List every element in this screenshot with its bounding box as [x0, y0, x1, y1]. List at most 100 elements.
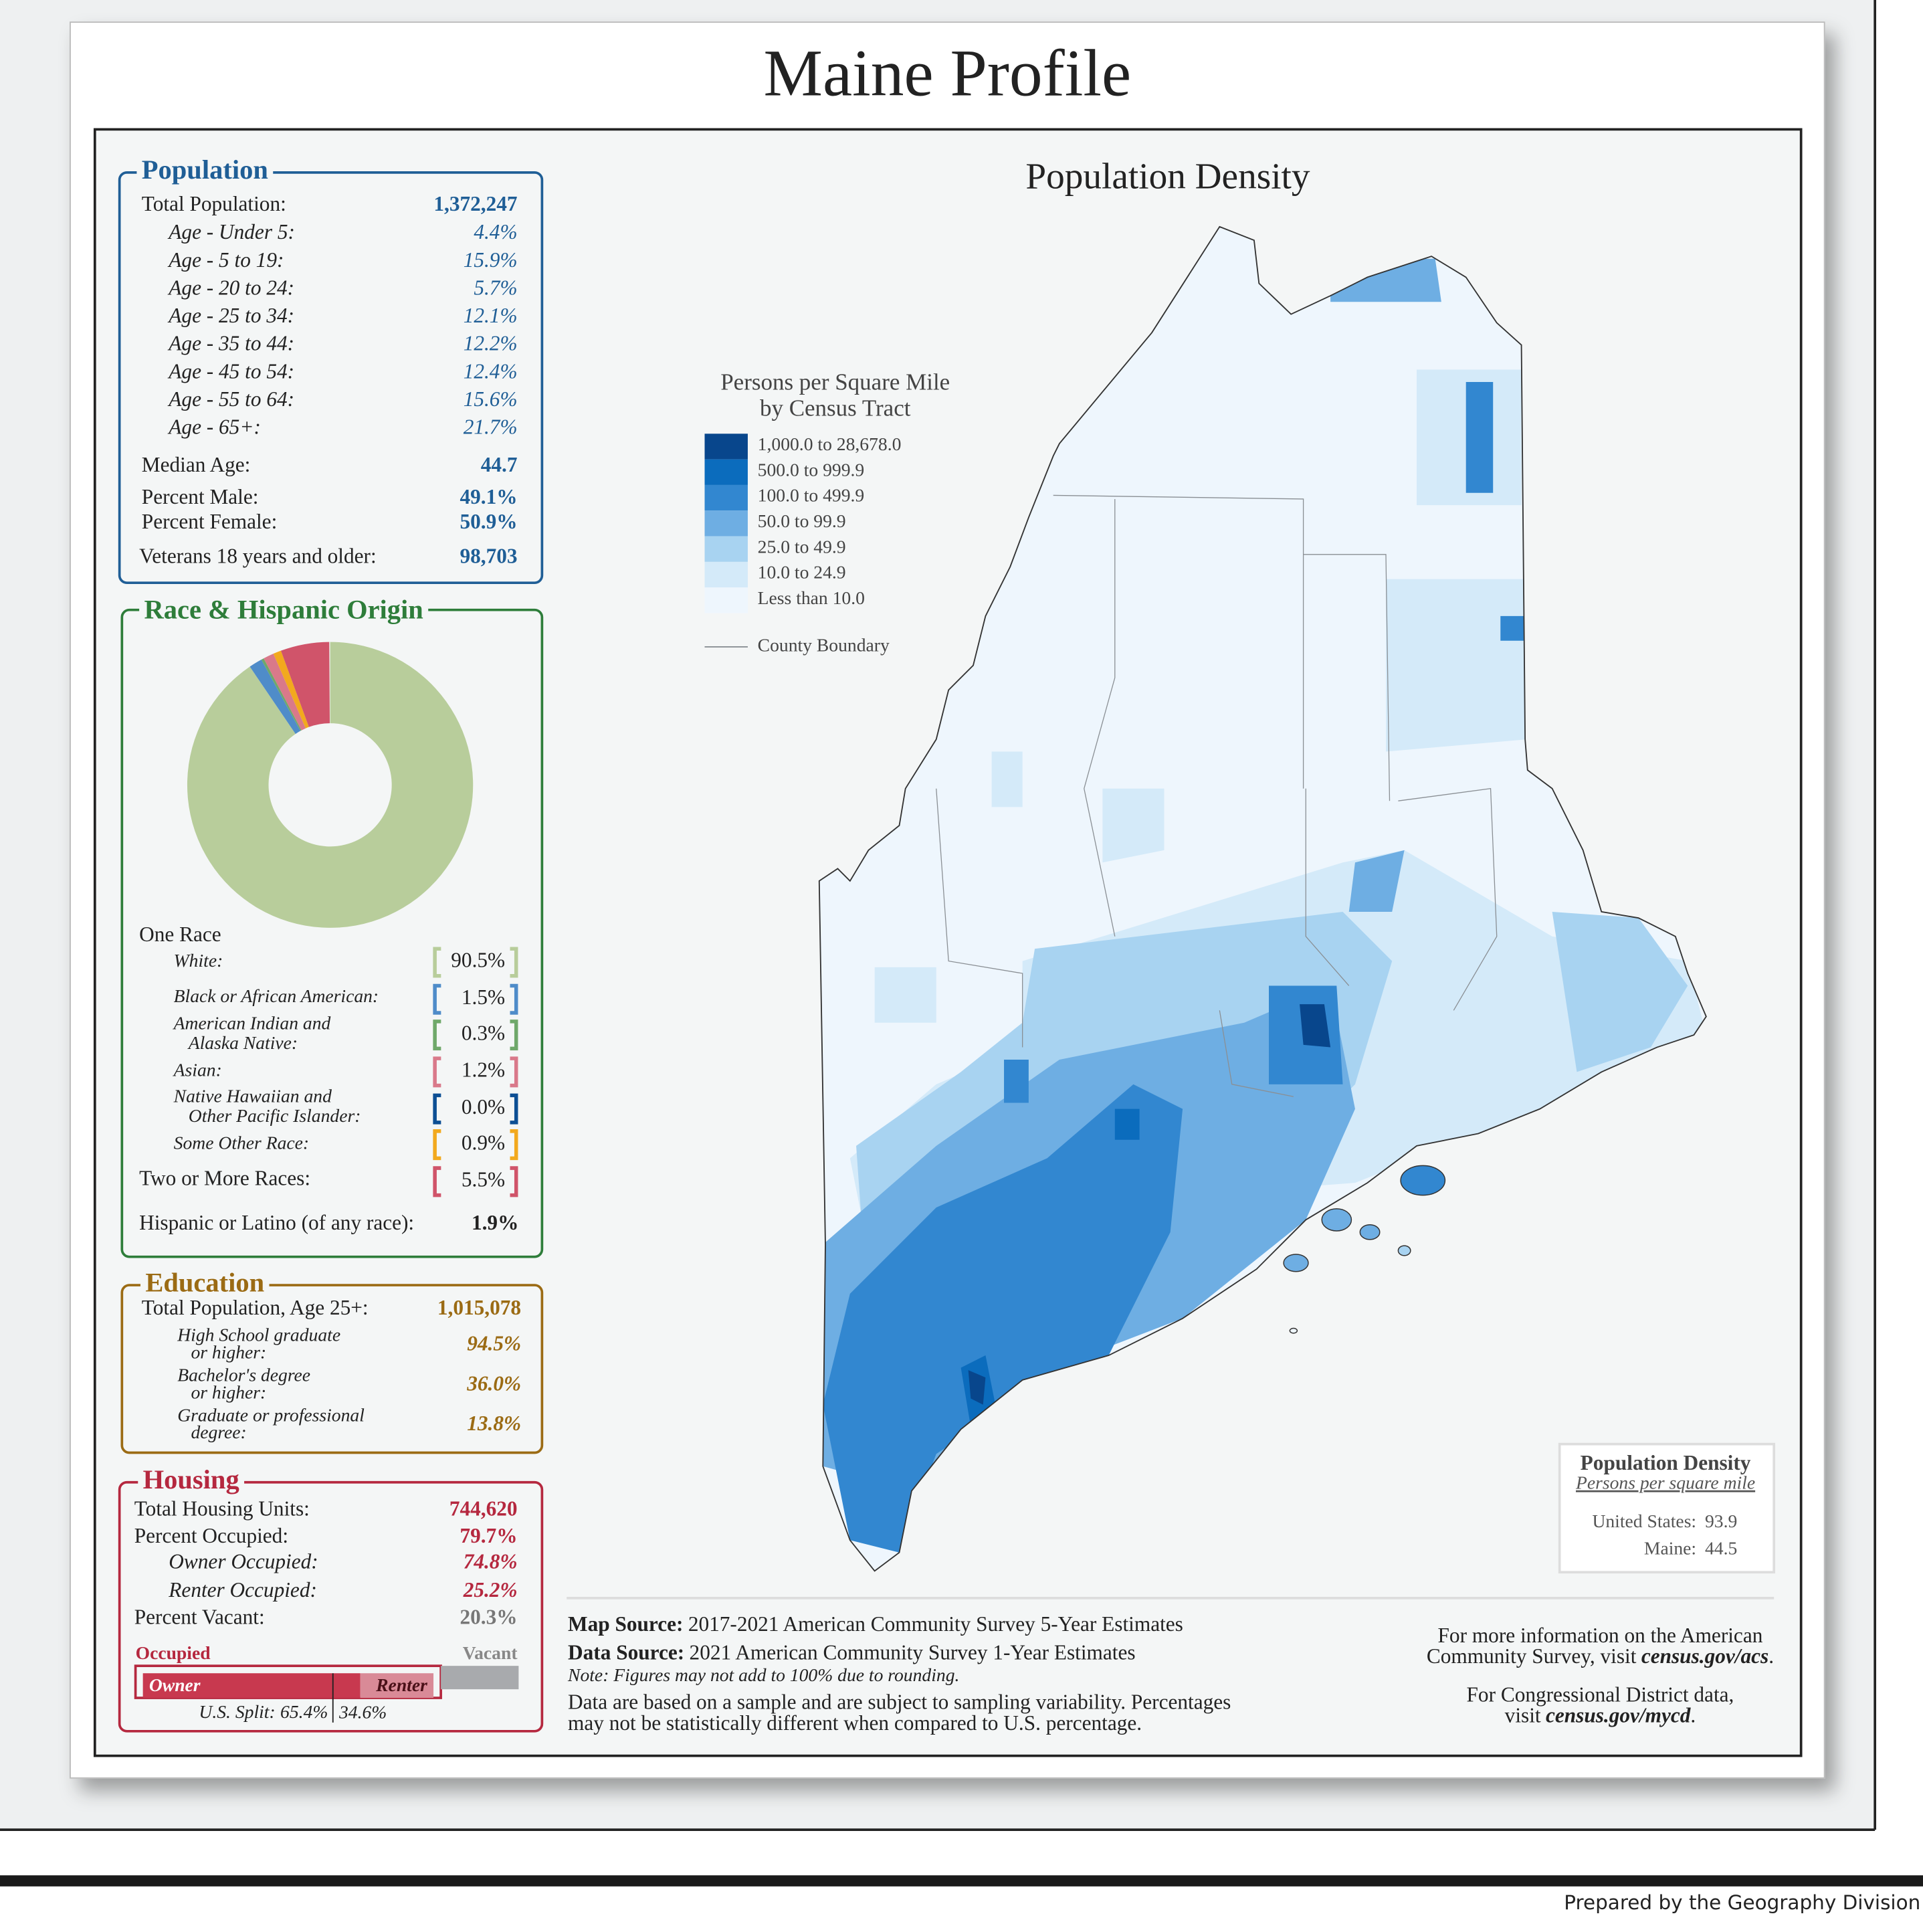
label: Asian: — [173, 1060, 222, 1080]
info-text: visit — [1505, 1704, 1541, 1727]
bracket — [433, 947, 441, 978]
donut-slice — [261, 658, 302, 731]
label: Data are based on a sample and are subje… — [568, 1690, 1231, 1713]
island — [1397, 1245, 1411, 1256]
bracket — [433, 1056, 441, 1088]
label: Age - 25 to 34: — [167, 304, 294, 327]
value: 50.9% — [460, 510, 517, 533]
label: Percent Vacant: — [134, 1605, 265, 1628]
map-title: Population Density — [1025, 156, 1310, 197]
bracket — [433, 983, 441, 1015]
island — [1283, 1254, 1309, 1272]
value: 5.5% — [462, 1168, 505, 1191]
tract-area — [1300, 1004, 1331, 1048]
tract-area — [1465, 381, 1494, 493]
value: 13.8% — [467, 1412, 521, 1435]
donut-slice — [249, 660, 301, 735]
us-split-label: U.S. Split: — [199, 1701, 275, 1722]
value: 49.1% — [460, 485, 517, 508]
bracket — [433, 1129, 441, 1161]
value: 744,620 — [449, 1496, 518, 1520]
label: Alaska Native: — [187, 1032, 298, 1053]
value: 44.7 — [481, 453, 518, 476]
bracket — [510, 1020, 518, 1051]
legend-label: 25.0 to 49.9 — [758, 536, 846, 557]
donut-slice — [264, 654, 306, 731]
island — [1400, 1165, 1446, 1196]
value: 15.6% — [464, 387, 518, 411]
source: Map Source: 2017-2021 American Community … — [568, 1612, 1183, 1636]
inset-subtitle: Persons per square mile — [1575, 1472, 1755, 1493]
label: Black or African American: — [174, 985, 379, 1006]
box-title: Population — [142, 155, 268, 185]
label: High School graduate — [177, 1325, 340, 1345]
tract-area — [1102, 788, 1165, 863]
label: Renter — [375, 1674, 427, 1695]
bracket — [510, 1166, 518, 1197]
source-label: Map Source: — [568, 1612, 683, 1636]
legend-title: by Census Tract — [760, 395, 911, 421]
value: 4.4% — [474, 220, 517, 244]
value: 1,372,247 — [433, 192, 517, 215]
box-title: Education — [145, 1267, 264, 1297]
county-line — [1303, 554, 1391, 801]
county-line — [1398, 788, 1498, 1011]
tract-area — [1552, 911, 1688, 1072]
value: 15.9% — [464, 248, 518, 272]
donut-slice — [273, 650, 309, 729]
value: 5.7% — [474, 276, 517, 299]
tract-area — [991, 751, 1023, 807]
label: Bachelor's degree — [177, 1365, 310, 1385]
value: 74.8% — [464, 1549, 518, 1573]
legend-swatch — [704, 510, 748, 537]
label: Percent Occupied: — [134, 1524, 288, 1547]
label: Owner Occupied: — [169, 1549, 318, 1573]
label: or higher: — [191, 1342, 266, 1363]
population-box — [118, 171, 544, 585]
donut-slice — [280, 642, 330, 727]
label: Age - Under 5: — [167, 220, 295, 244]
inset-label: United States: — [1592, 1511, 1696, 1531]
bracket — [510, 947, 518, 978]
value: 0.0% — [462, 1095, 505, 1119]
label: may not be statistically different when … — [568, 1711, 1142, 1735]
label: Hispanic or Latino (of any race): — [139, 1211, 414, 1234]
title-gap — [140, 1280, 270, 1290]
value: 79.7% — [460, 1524, 517, 1547]
page-title: Maine Profile — [764, 36, 1132, 110]
label: White: — [174, 950, 223, 971]
bracket — [510, 983, 518, 1015]
source: Data Source: 2021 American Community Surv… — [568, 1641, 1136, 1664]
value: 21.7% — [464, 415, 518, 439]
info-link: census.gov/acs — [1641, 1644, 1768, 1668]
info-link: census.gov/mycd — [1546, 1704, 1692, 1727]
label: Vacant — [463, 1642, 518, 1663]
value: 98,703 — [460, 545, 517, 568]
label: Total Population: — [142, 192, 286, 215]
label: American Indian and — [173, 1013, 331, 1034]
legend-label: County Boundary — [758, 634, 890, 655]
label: Age - 5 to 19: — [167, 248, 284, 272]
value: 25.2% — [463, 1578, 518, 1602]
bracket — [510, 1093, 518, 1125]
tract-area — [1114, 1108, 1140, 1140]
legend-title: Persons per Square Mile — [720, 369, 950, 395]
label: Age - 20 to 24: — [167, 276, 294, 299]
bracket — [510, 1056, 518, 1088]
value: 20.3% — [460, 1605, 517, 1628]
label: Other Pacific Islander: — [189, 1105, 361, 1126]
vacant-bar — [441, 1666, 519, 1690]
county-line — [1219, 1010, 1294, 1097]
island — [1359, 1224, 1381, 1240]
source-label: Data Source: — [568, 1641, 684, 1664]
value: 1.9% — [472, 1211, 518, 1234]
info-text: . — [1768, 1644, 1774, 1668]
value: 1,015,078 — [437, 1296, 521, 1319]
info-text: Community Survey, visit — [1427, 1644, 1637, 1668]
source-text: 2017-2021 American Community Survey 5-Ye… — [688, 1612, 1183, 1636]
legend-label: 10.0 to 24.9 — [758, 562, 846, 583]
inset-title: Population Density — [1581, 1451, 1751, 1474]
title-gap — [139, 607, 429, 617]
